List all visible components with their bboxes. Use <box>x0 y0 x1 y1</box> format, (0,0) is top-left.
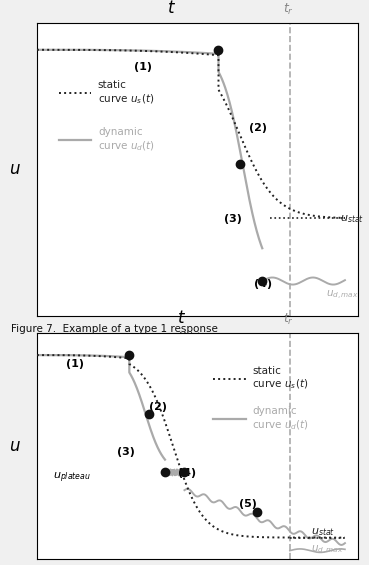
Text: $u_{stat}$: $u_{stat}$ <box>311 527 335 538</box>
Text: $u_{stat}$: $u_{stat}$ <box>340 214 365 225</box>
Text: $u$: $u$ <box>8 160 20 179</box>
Text: (2): (2) <box>249 123 268 133</box>
Text: dynamic
curve $u_d(t)$: dynamic curve $u_d(t)$ <box>252 406 309 432</box>
Text: dynamic
curve $u_d(t)$: dynamic curve $u_d(t)$ <box>98 127 155 153</box>
Text: (3): (3) <box>224 214 242 224</box>
Text: $u$: $u$ <box>8 437 20 455</box>
Text: $u_{plateau}$: $u_{plateau}$ <box>54 471 92 485</box>
Text: (2): (2) <box>149 402 167 412</box>
Text: $u_{plateau}$: $u_{plateau}$ <box>178 331 217 345</box>
Text: static
curve $u_s(t)$: static curve $u_s(t)$ <box>98 80 154 106</box>
Text: (1): (1) <box>134 62 152 72</box>
Text: (4): (4) <box>254 279 272 289</box>
Text: $t$: $t$ <box>177 308 186 327</box>
Text: (5): (5) <box>239 499 257 510</box>
Text: (1): (1) <box>66 359 84 370</box>
Text: Figure 7.  Example of a type 1 response: Figure 7. Example of a type 1 response <box>11 324 218 334</box>
Text: $t_r$: $t_r$ <box>283 2 294 17</box>
Text: $u_{d,max}$: $u_{d,max}$ <box>326 289 359 302</box>
Text: $u_{d,max}$: $u_{d,max}$ <box>311 544 344 557</box>
Text: (3): (3) <box>117 447 135 458</box>
Text: $t_r$: $t_r$ <box>283 311 294 327</box>
Text: static
curve $u_s(t)$: static curve $u_s(t)$ <box>252 366 308 392</box>
Text: $t$: $t$ <box>167 0 176 17</box>
Text: (4): (4) <box>178 468 196 478</box>
